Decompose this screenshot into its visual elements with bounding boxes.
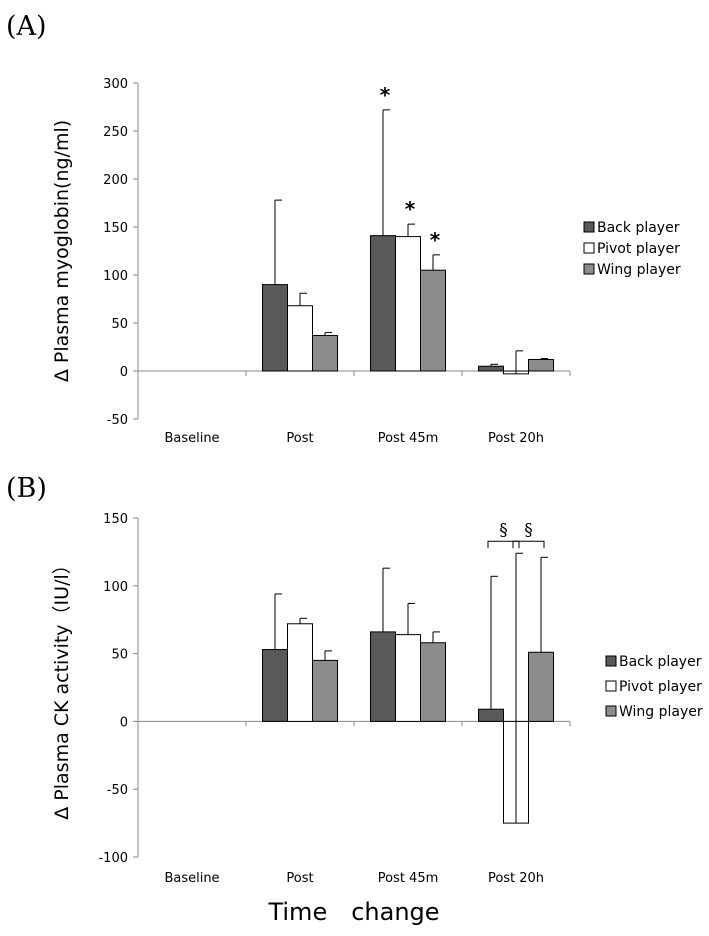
bar bbox=[478, 708, 504, 722]
bar bbox=[528, 651, 554, 722]
y-tick-label: 150 bbox=[103, 512, 128, 527]
legend-swatch bbox=[583, 221, 595, 233]
legend-swatch bbox=[583, 263, 595, 275]
bar bbox=[370, 631, 396, 722]
y-tick-label: 250 bbox=[103, 125, 128, 140]
significance-marker: * bbox=[380, 83, 391, 107]
legend-swatch bbox=[605, 705, 617, 717]
panel-label: (A) bbox=[6, 11, 47, 42]
legend-swatch bbox=[605, 655, 617, 667]
legend-label: Back player bbox=[597, 220, 680, 236]
significance-marker: § bbox=[499, 520, 508, 540]
y-tick-label: 50 bbox=[111, 648, 128, 663]
legend-label: Back player bbox=[619, 654, 702, 670]
bar bbox=[478, 365, 504, 372]
legend-label: Wing player bbox=[597, 262, 681, 278]
y-axis-title: Δ Plasma CK activity（IU/l） bbox=[51, 555, 73, 820]
significance-bracket bbox=[487, 540, 520, 549]
category-label: Post 20h bbox=[488, 871, 544, 886]
panel-b-ck-activity-chart: (B) -100 -50 0 50 100 150 Baseline Post Post 45m P… bbox=[6, 473, 703, 926]
bar bbox=[312, 659, 338, 722]
legend-label: Pivot player bbox=[597, 241, 680, 257]
category-label: Post bbox=[286, 871, 313, 886]
y-tick-label: 50 bbox=[111, 317, 128, 332]
bar bbox=[528, 358, 554, 372]
y-tick-label: 150 bbox=[103, 221, 128, 236]
panel-label: (B) bbox=[6, 473, 47, 504]
legend-label: Wing player bbox=[619, 704, 703, 720]
significance-marker: * bbox=[405, 197, 416, 221]
panel-a-myoglobin-chart: (A) -50 0 50 100 150 200 250 300 Baseline Post Post… bbox=[6, 11, 681, 446]
category-label: Post 20h bbox=[488, 431, 544, 446]
x-axis-title: Time change bbox=[267, 898, 439, 926]
bar bbox=[420, 642, 446, 722]
bar bbox=[287, 305, 313, 372]
legend-swatch bbox=[583, 242, 595, 254]
significance-bracket bbox=[512, 540, 545, 549]
y-tick-label: -50 bbox=[107, 783, 128, 798]
y-tick-label: 200 bbox=[103, 173, 128, 188]
y-tick-label: 100 bbox=[103, 580, 128, 595]
category-label: Post bbox=[286, 431, 313, 446]
bar bbox=[370, 235, 396, 372]
y-tick-label: 0 bbox=[120, 365, 128, 380]
bar bbox=[262, 284, 288, 372]
category-label: Baseline bbox=[164, 871, 219, 886]
bar bbox=[287, 623, 313, 722]
y-tick-label: 0 bbox=[120, 715, 128, 730]
y-tick-label: -50 bbox=[107, 413, 128, 428]
y-axis-title: Δ Plasma myoglobin(ng/ml) bbox=[51, 120, 73, 382]
y-tick-label: -100 bbox=[98, 851, 128, 866]
bar bbox=[262, 649, 288, 722]
bar bbox=[395, 634, 421, 722]
bar bbox=[395, 236, 421, 372]
significance-marker: § bbox=[524, 520, 533, 540]
category-label: Post 45m bbox=[378, 431, 439, 446]
significance-marker: * bbox=[430, 228, 441, 252]
y-tick-label: 300 bbox=[103, 77, 128, 92]
y-tick-label: 100 bbox=[103, 269, 128, 284]
category-label: Post 45m bbox=[378, 871, 439, 886]
bar bbox=[420, 269, 446, 372]
legend-swatch bbox=[605, 680, 617, 692]
category-label: Baseline bbox=[164, 431, 219, 446]
legend-label: Pivot player bbox=[619, 679, 702, 695]
bar bbox=[312, 334, 338, 372]
